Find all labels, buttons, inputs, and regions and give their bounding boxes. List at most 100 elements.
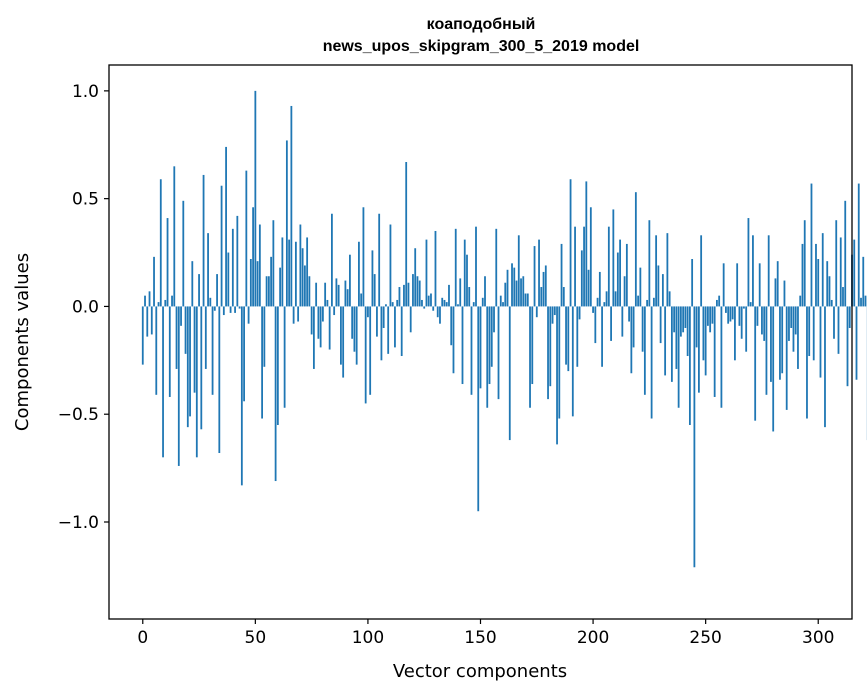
bar-120 (412, 274, 414, 307)
bar-68 (294, 241, 297, 307)
bar-141 (459, 278, 462, 307)
bar-238 (677, 306, 680, 408)
bar-0 (141, 306, 144, 365)
bar-187 (562, 287, 565, 307)
bar-137 (450, 306, 453, 346)
bar-52 (258, 224, 261, 307)
bar-266 (740, 306, 743, 339)
bar-108 (385, 304, 387, 307)
bar-45 (243, 306, 245, 402)
bar-275 (761, 306, 763, 335)
bar-9 (162, 306, 164, 458)
bar-253 (711, 306, 714, 324)
bar-230 (659, 306, 662, 344)
bar-20 (186, 306, 189, 428)
bar-109 (387, 306, 390, 354)
bar-36 (222, 306, 225, 316)
bar-305 (828, 276, 831, 307)
bar-235 (670, 306, 673, 382)
bar-121 (414, 248, 417, 307)
x-tick-label: 100 (352, 628, 384, 648)
bar-288 (790, 306, 793, 328)
y-axis-label: Components values (12, 253, 33, 431)
bar-229 (657, 265, 660, 307)
bar-287 (788, 306, 790, 341)
bar-150 (479, 306, 482, 389)
bar-22 (191, 261, 194, 307)
y-tick-label: 0.0 (72, 297, 99, 317)
bar-63 (283, 306, 286, 408)
bar-304 (826, 261, 829, 307)
bars-group (141, 90, 867, 568)
bar-174 (533, 246, 536, 307)
bar-79 (319, 306, 322, 348)
bar-81 (324, 282, 327, 307)
bar-66 (290, 105, 293, 307)
bar-74 (308, 276, 311, 307)
bar-198 (587, 269, 590, 307)
bar-171 (526, 293, 529, 307)
bar-99 (364, 306, 367, 404)
bar-159 (499, 295, 502, 307)
bar-217 (630, 306, 633, 374)
bar-3 (148, 291, 151, 307)
bar-76 (312, 306, 315, 369)
bar-312 (844, 200, 847, 307)
bar-169 (522, 276, 525, 307)
bar-48 (249, 259, 252, 307)
bar-140 (457, 304, 459, 307)
bar-46 (245, 170, 248, 307)
bar-162 (506, 269, 509, 307)
bar-252 (709, 306, 712, 333)
bar-177 (540, 287, 543, 307)
bar-316 (853, 239, 856, 307)
bar-234 (668, 291, 671, 307)
bar-204 (601, 306, 603, 367)
bar-13 (171, 295, 173, 307)
bar-188 (565, 306, 567, 365)
bar-51 (256, 261, 259, 307)
bar-17 (180, 306, 182, 326)
bar-34 (218, 306, 221, 454)
bar-178 (542, 271, 545, 307)
bar-86 (335, 278, 338, 307)
bar-283 (779, 306, 781, 380)
bar-31 (211, 306, 214, 395)
bar-270 (749, 302, 752, 307)
bar-136 (448, 284, 450, 307)
bar-314 (848, 306, 851, 328)
bar-255 (716, 299, 718, 307)
bar-90 (344, 280, 347, 307)
bar-203 (598, 271, 601, 307)
bar-195 (580, 250, 583, 307)
bar-311 (842, 287, 844, 307)
bar-37 (225, 146, 227, 307)
bar-297 (810, 183, 813, 307)
bar-154 (488, 306, 491, 385)
bar-11 (166, 218, 169, 307)
bar-133 (441, 297, 444, 307)
bar-80 (321, 306, 324, 322)
bar-161 (504, 282, 507, 307)
bar-7 (157, 302, 160, 307)
bar-241 (684, 306, 687, 328)
bar-43 (238, 306, 241, 309)
bar-96 (358, 241, 360, 307)
bar-214 (623, 276, 626, 307)
bar-55 (265, 276, 268, 307)
bar-176 (538, 239, 540, 307)
bar-236 (673, 306, 676, 333)
bar-213 (621, 306, 624, 337)
bar-128 (430, 293, 432, 307)
bar-210 (614, 291, 617, 307)
bar-250 (704, 306, 707, 376)
bar-30 (209, 297, 212, 307)
bar-180 (547, 306, 549, 400)
bar-173 (531, 306, 534, 385)
bar-306 (830, 299, 833, 307)
bar-209 (612, 209, 615, 307)
bar-165 (513, 267, 516, 307)
bar-8 (159, 179, 162, 307)
x-tick-label: 150 (464, 628, 496, 648)
bar-269 (747, 218, 750, 307)
